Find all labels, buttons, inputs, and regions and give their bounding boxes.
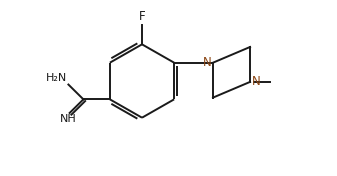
Text: N: N	[251, 75, 260, 88]
Text: N: N	[203, 56, 212, 69]
Text: NH: NH	[60, 114, 77, 124]
Text: H₂N: H₂N	[45, 74, 67, 83]
Text: F: F	[139, 10, 145, 23]
